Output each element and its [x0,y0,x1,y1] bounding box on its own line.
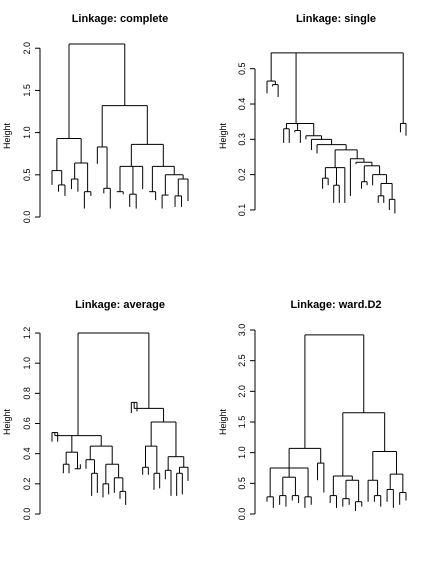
y-tick-label: 0.6 [22,417,32,430]
y-tick-label: 3.0 [237,324,247,337]
y-tick-label: 0.1 [237,204,247,217]
y-tick-label: 0.3 [237,133,247,146]
y-tick-label: 0.0 [22,508,32,521]
dendrogram-panel-4: Linkage: ward.D2 Height 0.0 0.5 1.0 1.5 2.0 2.5… [218,299,407,521]
y-axis-label: Height [2,122,12,149]
y-tick-label: 0.2 [22,478,32,491]
y-tick-label: 0.4 [237,98,247,111]
panel-title: Linkage: single [296,13,376,25]
y-tick-label: 1.5 [22,84,32,97]
y-tick-label: 0.5 [237,477,247,490]
y-tick-label: 0.8 [22,387,32,400]
dendrogram-panel-3: Linkage: average Height 0.0 0.2 0.4 0.6 0.8 1.0… [2,299,189,521]
y-tick-label: 2.5 [237,354,247,367]
y-tick-label: 0.4 [22,447,32,460]
y-axis-label: Height [218,408,228,435]
panel-title: Linkage: average [75,299,165,311]
y-tick-label: 0.0 [22,211,32,224]
dendrogram-panel-2: Linkage: single Height 0.1 0.2 0.3 0.4 0.5 [218,13,407,217]
y-tick-label: 1.0 [237,446,247,459]
panel-title: Linkage: complete [72,13,169,25]
y-tick-label: 2.0 [22,42,32,55]
y-tick-label: 0.5 [237,62,247,75]
y-tick-label: 1.0 [22,126,32,139]
y-axis-label: Height [2,408,12,435]
panel-title: Linkage: ward.D2 [290,299,381,311]
y-tick-label: 0.5 [22,169,32,182]
y-tick-label: 1.5 [237,416,247,429]
y-tick-label: 0.0 [237,508,247,521]
y-tick-label: 1.2 [22,327,32,340]
y-axis-label: Height [218,122,228,149]
dendrogram-panel-1: Linkage: complete Height 0.0 0.5 1.0 1.5 2.0 [2,13,189,224]
y-tick-label: 0.2 [237,168,247,181]
y-tick-label: 1.0 [22,357,32,370]
y-tick-label: 2.0 [237,385,247,398]
